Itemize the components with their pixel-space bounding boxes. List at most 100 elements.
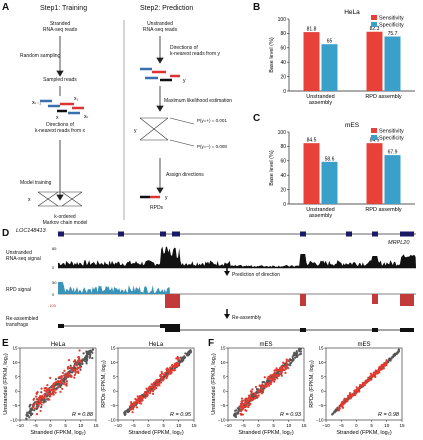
scatter-point-highlight xyxy=(248,402,251,405)
scatter-point-highlight xyxy=(159,374,162,378)
assign-label: Assign directions xyxy=(166,172,204,178)
reassembly-arrow xyxy=(224,314,230,319)
panel-label-e: E xyxy=(2,338,9,349)
scatter-point xyxy=(81,358,84,361)
scatter-point-highlight xyxy=(70,374,73,378)
exon xyxy=(346,231,352,237)
scatter-point-highlight xyxy=(381,363,384,367)
y-tick-label: 80 xyxy=(280,31,286,37)
x-tick-label: −5 xyxy=(33,423,39,428)
scatter-point-highlight xyxy=(365,379,369,382)
scatter-point-highlight xyxy=(33,407,37,410)
scatter-point-highlight xyxy=(244,397,247,400)
exon xyxy=(58,231,64,237)
scatter-point-highlight xyxy=(287,359,290,362)
scatter-point-highlight xyxy=(167,370,170,373)
y-tick-label: 0 xyxy=(223,389,226,394)
scatter-point-highlight xyxy=(66,366,70,369)
scatter-point-highlight xyxy=(383,362,386,365)
scatter-point-highlight xyxy=(177,358,180,361)
scatter-point xyxy=(295,355,298,358)
y-tick-label: 10 xyxy=(110,360,116,365)
scatter-point xyxy=(291,357,295,360)
scatter-plot-4: mES −10 −5 0 5 10 15 −10 −5 0 5 10 15 Stranded (FPKM,… xyxy=(309,342,405,436)
directions-y-label: Directions of k-nearest reads from y xyxy=(170,45,221,57)
scatter-point-highlight xyxy=(58,376,61,379)
bar-specificity xyxy=(384,155,401,204)
scatter-point-highlight xyxy=(39,395,42,398)
y-tick-label: 40 xyxy=(280,173,286,179)
scatter-point xyxy=(289,362,292,365)
scatter-point-highlight xyxy=(278,372,282,375)
scatter-point xyxy=(123,411,126,414)
rpd-negative-bar xyxy=(372,294,378,304)
scatter-point-highlight xyxy=(240,413,243,416)
scatter-point xyxy=(71,371,74,374)
scatter-point xyxy=(187,351,190,354)
scatter-point-highlight xyxy=(348,392,352,395)
y-tick-label: 5 xyxy=(113,374,116,379)
scatter-point-highlight xyxy=(244,409,247,412)
scatter-point-highlight xyxy=(258,389,261,392)
scatter-point xyxy=(162,376,166,379)
reassembled-label: Re-assembled transfrags xyxy=(6,316,39,328)
scatter-point xyxy=(73,362,76,366)
scatter-point xyxy=(232,413,236,417)
scatter-point-highlight xyxy=(36,405,40,408)
scatter-point-highlight xyxy=(135,401,139,404)
mle-label: Maximum likelihood estimation xyxy=(164,98,233,104)
x-tick-label: 15 xyxy=(301,423,307,428)
scatter-point-highlight xyxy=(373,374,377,377)
xk1-label: xₖ₋₁ xyxy=(32,100,41,106)
y-tick-label: 60 xyxy=(280,46,286,52)
scatter-point-highlight xyxy=(362,382,365,385)
scatter-point-highlight xyxy=(164,371,167,374)
scatter-point xyxy=(69,364,72,367)
scatter-point-highlight xyxy=(273,369,276,372)
scatter-point-highlight xyxy=(151,390,155,393)
bar-specificity xyxy=(321,161,338,204)
scatter-point-highlight xyxy=(337,407,341,410)
scatter-point xyxy=(179,356,182,359)
scatter-point-highlight xyxy=(67,359,71,362)
scatter-point-highlight xyxy=(153,388,156,391)
step2-reads xyxy=(140,67,180,82)
bar-value-label: 82.3 xyxy=(370,26,380,32)
rpd-negative-bar xyxy=(300,294,306,306)
y-tick-label: −10 xyxy=(108,418,116,423)
x-tick-label: 0 xyxy=(49,423,52,428)
scatter-point-highlight xyxy=(75,362,79,365)
scatter-point-highlight xyxy=(63,369,66,372)
scatter-point xyxy=(40,406,43,409)
scatter-point-highlight xyxy=(40,401,43,404)
scatter-point-highlight xyxy=(153,385,156,388)
scatter-point xyxy=(181,358,184,361)
scatter-point-highlight xyxy=(247,397,250,400)
scatter-point xyxy=(88,356,91,359)
y-tick-label: −5 xyxy=(12,403,18,408)
scatter-point-highlight xyxy=(161,379,164,382)
scatter-point xyxy=(394,353,397,356)
rpd-positive-area xyxy=(58,282,170,294)
p-minus-label: P(y=−) = 0.008 xyxy=(197,144,227,149)
scatter-point xyxy=(62,379,66,382)
scatter-point xyxy=(26,414,29,418)
p-plus-label: P(y=+) = 0.001 xyxy=(197,118,227,123)
scatter-point xyxy=(237,408,241,411)
scatter-point-highlight xyxy=(247,399,250,403)
scatter-point-highlight xyxy=(381,368,384,371)
legend-swatch-specificity xyxy=(371,22,377,27)
scatter-point-highlight xyxy=(66,373,69,377)
scatter-point-highlight xyxy=(73,368,77,372)
transfrag-exon xyxy=(165,328,180,332)
x-tick-label: 15 xyxy=(399,423,405,428)
scatter-title: HeLa xyxy=(149,342,164,348)
bar-sensitivity xyxy=(366,143,383,204)
scatter-point-highlight xyxy=(70,367,73,370)
scatter-point-highlight xyxy=(342,401,345,404)
scatter-point xyxy=(84,357,87,360)
scatter-point xyxy=(33,409,36,412)
legend-swatch-sensitivity xyxy=(371,15,377,20)
scatter-point-highlight xyxy=(260,392,263,395)
scatter-point-highlight xyxy=(250,392,253,395)
